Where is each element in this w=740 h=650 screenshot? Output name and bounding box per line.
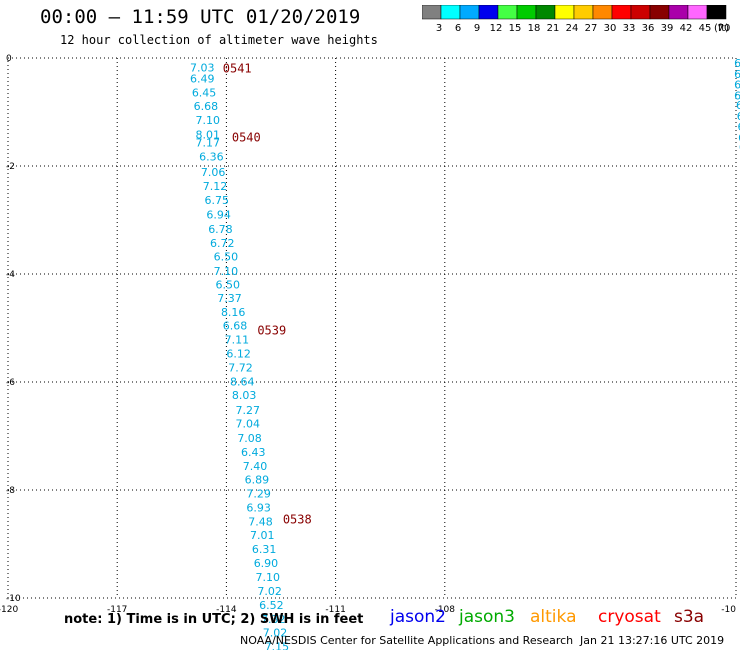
wave-height-value: 7.40 (243, 460, 268, 473)
pass-time-label: 0541 (223, 61, 252, 75)
map-title: 00:00 – 11:59 UTC 01/20/2019 (40, 6, 361, 28)
y-tick-label: -8 (6, 486, 15, 496)
wave-height-value: 6.52 (259, 599, 284, 612)
legend-label: 9 (474, 23, 480, 34)
wave-height-value: 6.9 (736, 99, 740, 112)
wave-height-value: 6.93 (246, 501, 270, 514)
x-tick-label: -114 (216, 605, 237, 615)
wave-height-value: 6.89 (245, 473, 270, 486)
x-tick-label: -117 (107, 605, 127, 615)
wave-height-value: 7.37 (217, 292, 242, 305)
legend-label: 21 (547, 23, 560, 34)
satellite-label-jason2: jason2 (390, 607, 446, 627)
wave-height-value: 7.15 (265, 641, 290, 650)
wave-height-value: 6.68 (194, 100, 219, 113)
legend-label: 42 (680, 23, 693, 34)
wave-height-value: 7.12 (203, 180, 228, 193)
y-tick-label: -6 (6, 378, 15, 388)
satellite-label-s3a: s3a (674, 607, 705, 627)
wave-height-value: 7.03 (190, 61, 215, 74)
wave-height-value: 7.04 (236, 418, 261, 431)
wave-height-value: 6.87 (734, 57, 740, 70)
wave-height-value: 6.94 (206, 209, 231, 222)
wave-height-value: 6.31 (252, 543, 277, 556)
y-tick-label: 0 (6, 54, 12, 64)
wave-height-value: 6.75 (205, 194, 230, 207)
wave-height-value: 7.08 (237, 432, 262, 445)
legend-unit: (ft) (714, 23, 729, 34)
wave-height-value: 7.32 (261, 613, 286, 626)
satellite-label-altika: altika (530, 607, 577, 627)
legend-label: 45 (699, 23, 712, 34)
wave-height-value: 7.02 (263, 627, 288, 640)
wave-height-value: 6.54 (734, 68, 740, 81)
wave-height-value: 7.10 (214, 265, 239, 278)
legend-label: 15 (509, 23, 522, 34)
legend-label: 33 (623, 23, 636, 34)
map-frame (7, 57, 737, 599)
legend-label: 3 (436, 23, 442, 34)
wave-height-value: 6.36 (199, 150, 224, 163)
wave-height-value: 7.01 (250, 529, 275, 542)
wave-height-value: 6.90 (254, 557, 279, 570)
wave-height-value: 7.27 (236, 404, 261, 417)
y-tick-label: -4 (6, 270, 15, 280)
wave-height-value: 6.49 (190, 73, 215, 86)
wave-height-value: 6.43 (241, 446, 266, 459)
wave-height-value: 7.17 (195, 136, 220, 149)
wave-height-value: 6.68 (223, 319, 248, 332)
footer-note: note: 1) Time is in UTC; 2) SWH is in fe… (64, 612, 364, 627)
satellite-label-cryosat: cryosat (598, 607, 661, 627)
wave-height-value: 7.72 (228, 362, 253, 375)
wave-height-value: 7.10 (195, 114, 220, 127)
legend-label: 70 (718, 23, 731, 34)
credit-line: NOAA/NESDIS Center for Satellite Applica… (240, 634, 574, 647)
wave-height-value: 7.06 (201, 166, 226, 179)
wave-height-value: 7.11 (225, 333, 250, 346)
pass-time-label: 0538 (283, 512, 312, 526)
y-tick-label: -10 (6, 594, 21, 604)
wave-height-value: 8.64 (230, 376, 255, 389)
wave-height-value: 6 (739, 141, 740, 154)
generation-timestamp: Jan 21 13:27:16 UTC 2019 (580, 634, 725, 647)
wave-height-value: 8.01 (195, 128, 220, 141)
legend-swatch (706, 5, 727, 20)
x-tick-label: -10 (721, 605, 736, 615)
wave-height-value: 6.78 (208, 223, 233, 236)
y-tick-label: -2 (6, 162, 15, 172)
wave-height-value: 6.5 (734, 89, 740, 102)
wave-height-value: 6. (737, 110, 740, 123)
legend-label: 36 (642, 23, 655, 34)
wave-height-value: 6.12 (226, 348, 251, 361)
pass-time-label: 0539 (257, 323, 286, 337)
pass-time-label: 0540 (232, 131, 261, 145)
legend-label: 18 (528, 23, 541, 34)
wave-height-value: 6.50 (214, 250, 239, 263)
legend-label: 6 (455, 23, 461, 34)
wave-height-value: 6.50 (215, 278, 240, 291)
legend-label: 30 (604, 23, 617, 34)
legend-label: 27 (585, 23, 598, 34)
x-tick-label: -111 (325, 605, 345, 615)
wave-height-value: 6.72 (210, 237, 235, 250)
legend-label: 24 (566, 23, 579, 34)
wave-height-value: 6 (738, 132, 740, 145)
wave-height-value: 7.29 (246, 487, 270, 500)
legend-label: 39 (661, 23, 674, 34)
wave-height-legend: 3 6 9 12 15 18 21 24 27 30 33 36 39 42 45 70(ft) (422, 5, 731, 34)
satellite-label-jason3: jason3 (459, 607, 515, 627)
x-tick-label: -108 (435, 605, 456, 615)
wave-height-value: 6.58 (734, 79, 740, 92)
map-subtitle: 12 hour collection of altimeter wave hei… (60, 33, 378, 47)
x-tick-label: -120 (0, 605, 18, 615)
wave-height-value: 8.16 (221, 306, 246, 319)
wave-height-value: 7.48 (248, 515, 272, 528)
wave-height-value: 7.02 (257, 585, 282, 598)
wave-height-value: 7.10 (256, 571, 281, 584)
wave-height-value: 6. (737, 121, 740, 134)
legend-label: 12 (490, 23, 503, 34)
wave-height-value: 6.45 (192, 87, 217, 100)
wave-height-value: 8.03 (232, 389, 256, 402)
